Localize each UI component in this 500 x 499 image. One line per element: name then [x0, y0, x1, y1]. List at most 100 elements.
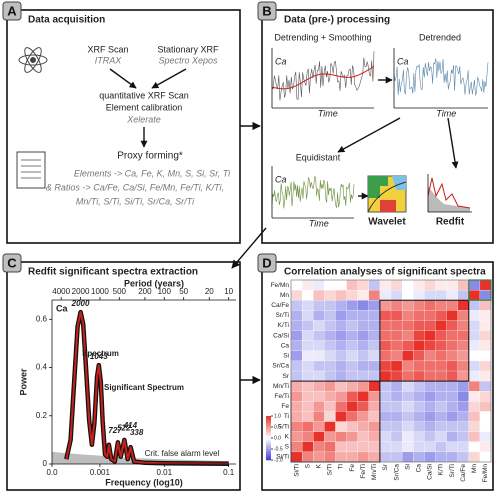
row-label: K [285, 433, 290, 440]
heatmap-cell [379, 350, 392, 362]
y-axis-label: Power [18, 368, 28, 396]
panel-title: Data (pre-) processing [284, 15, 390, 26]
heatmap-cell [313, 279, 325, 291]
heatmap-cell [413, 300, 425, 311]
col-label: Ti [338, 464, 345, 469]
heatmap-cell [346, 431, 359, 443]
heatmap-cell [346, 279, 359, 291]
heatmap-cell [401, 320, 414, 331]
colorbar-step [266, 449, 271, 452]
heatmap-cell [390, 451, 403, 463]
heatmap-cell [379, 320, 392, 331]
heatmap-cell [301, 370, 314, 382]
peak-label: 727 [108, 426, 122, 435]
heatmap-cell [301, 320, 314, 331]
row-label: Fe/Mn [271, 282, 290, 289]
colorbar-label: 0.5 [274, 424, 281, 430]
heatmap-cell [435, 289, 447, 301]
heatmap-cell [357, 441, 370, 453]
heatmap-cell [290, 441, 303, 453]
heatmap-cell [290, 320, 303, 331]
col-label: Ca/Fe [460, 464, 467, 482]
heatmap-cell [290, 391, 303, 402]
heatmap-cell [335, 370, 347, 382]
heatmap-cell [335, 350, 347, 362]
heatmap-cell [301, 380, 314, 392]
heatmap-cell [468, 421, 481, 433]
heatmap-cell [401, 421, 414, 433]
heatmap-cell [446, 370, 459, 382]
heatmap-cell [413, 330, 425, 342]
row-label: Si [283, 353, 289, 360]
heatmap-cell [301, 451, 314, 463]
heatmap-cell [446, 320, 459, 331]
heatmap-cell [401, 431, 414, 443]
heatmap-cell [435, 330, 447, 342]
panel-title: Correlation analyses of significant spec… [284, 267, 486, 278]
arrow [151, 68, 187, 89]
heatmap-cell [435, 431, 447, 443]
colorbar-step [266, 422, 271, 426]
heatmap-cell [390, 391, 403, 402]
col-label: Sr/Ca [393, 464, 400, 481]
heatmap-cell [357, 451, 370, 463]
heatmap-cell [479, 391, 492, 402]
heatmap-cell [413, 441, 425, 453]
heatmap-cell [479, 451, 492, 463]
heatmap-cell [424, 441, 436, 453]
top-axis-label: Period (years) [124, 278, 184, 288]
heatmap-cell [313, 340, 325, 352]
panel-label: B [262, 3, 271, 18]
heatmap-cell [446, 401, 459, 412]
heatmap-cell [379, 330, 392, 342]
heatmap-cell [346, 360, 359, 372]
heatmap-cell [324, 441, 336, 453]
heatmap-cell [368, 380, 381, 392]
heatmap-cell [457, 289, 470, 301]
step-label: Detrending + Smoothing [274, 32, 371, 42]
heatmap-cell [446, 391, 459, 402]
x-axis-label: Frequency (log10) [105, 477, 183, 487]
heatmap-cell [435, 340, 447, 352]
source-name: XRF Scan [87, 44, 128, 54]
heatmap-cell [301, 330, 314, 342]
heatmap-cell [335, 289, 347, 301]
heatmap-cell [324, 451, 336, 463]
heatmap-cell [379, 421, 392, 433]
heatmap-cell [324, 401, 336, 412]
heatmap-cell [479, 360, 492, 372]
heatmap-cell [457, 401, 470, 412]
sketch-series [271, 51, 375, 101]
col-label: S [304, 463, 311, 468]
heatmap-cell [401, 360, 414, 372]
heatmap-cell [346, 421, 359, 433]
heatmap-cell [457, 411, 470, 422]
heatmap-cell [335, 451, 347, 463]
heatmap-cell [335, 380, 347, 392]
heatmap-cell [457, 320, 470, 331]
heatmap-cell [357, 300, 370, 311]
axis-label: Ca [275, 56, 287, 66]
heatmap-cell [424, 330, 436, 342]
heatmap-cell [379, 431, 392, 443]
heatmap-cell [346, 380, 359, 392]
sketch-plots: Ca Time Ca Time Ca Time [271, 48, 489, 228]
col-label: Fe/Mn [482, 464, 489, 483]
heatmap-cell [457, 330, 470, 342]
heatmap-cell [446, 411, 459, 422]
x-tick-label: 0.1 [223, 468, 235, 477]
heatmap-cell [346, 289, 359, 301]
heatmap-cell [313, 451, 325, 463]
sketch-smooth [271, 66, 375, 90]
heatmap-cell [290, 431, 303, 443]
colorbar-step [266, 444, 271, 448]
heatmap-cell [468, 279, 481, 291]
heatmap-cell [479, 411, 492, 422]
heatmap-cell [401, 310, 414, 321]
heatmap-cell [357, 360, 370, 372]
panel-title: Data acquisition [28, 15, 105, 26]
row-label: Ca [281, 342, 290, 349]
peak-label: 522 [117, 423, 131, 432]
heatmap-cell [324, 370, 336, 382]
